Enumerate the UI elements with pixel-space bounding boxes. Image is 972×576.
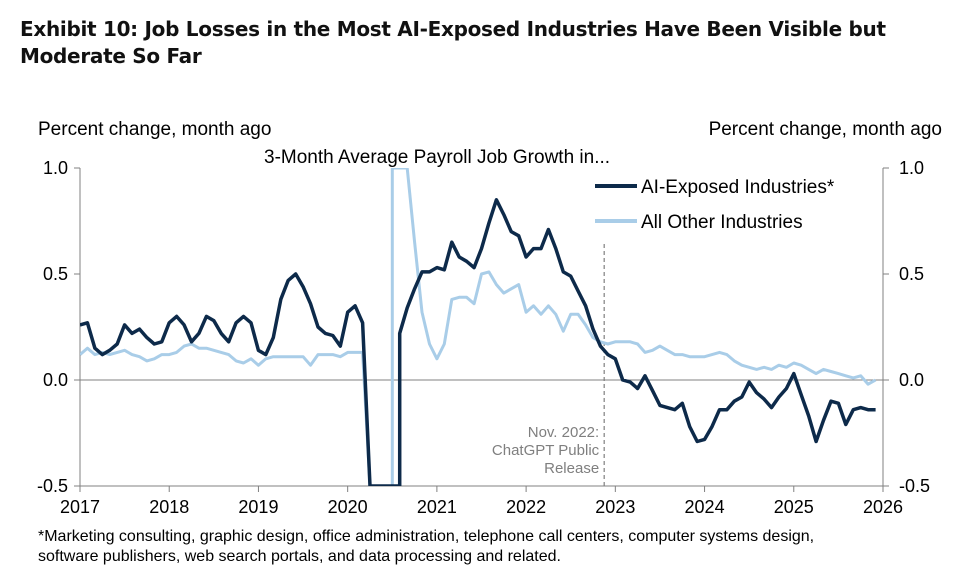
- legend-label-0: AI-Exposed Industries*: [641, 177, 835, 198]
- right-axis-label: Percent change, month ago: [708, 119, 942, 140]
- y-tick-label-right: -0.5: [899, 476, 930, 496]
- chatgpt-release-annotation: Nov. 2022:: [528, 424, 599, 441]
- chart-title: Exhibit 10: Job Losses in the Most AI-Ex…: [20, 17, 886, 68]
- x-tick-label: 2024: [685, 497, 725, 517]
- x-tick-label: 2023: [595, 497, 635, 517]
- y-tick-label-left: 0.0: [43, 370, 68, 390]
- x-tick-label: 2019: [238, 497, 278, 517]
- y-tick-label-left: -0.5: [37, 476, 68, 496]
- y-tick-label-right: 1.0: [899, 158, 924, 178]
- x-tick-label: 2022: [506, 497, 546, 517]
- x-tick-label: 2020: [328, 497, 368, 517]
- ai-exposed-series-line: [80, 198, 876, 486]
- x-tick-label: 2017: [60, 497, 100, 517]
- chatgpt-release-annotation: ChatGPT Public: [492, 442, 600, 459]
- x-tick-label: 2021: [417, 497, 457, 517]
- chatgpt-release-annotation: Release: [544, 460, 599, 477]
- y-tick-label-right: 0.5: [899, 264, 924, 284]
- x-tick-label: 2018: [149, 497, 189, 517]
- y-tick-label-left: 1.0: [43, 158, 68, 178]
- footnote-line-1: *Marketing consulting, graphic design, o…: [38, 528, 815, 545]
- y-tick-label-left: 0.5: [43, 264, 68, 284]
- left-axis-label: Percent change, month ago: [38, 119, 272, 140]
- all-other-series-line: [80, 168, 877, 486]
- legend-label-1: All Other Industries: [641, 212, 803, 233]
- chart-subtitle: 3-Month Average Payroll Job Growth in...: [264, 147, 611, 168]
- footnote-line-2: software publishers, web search portals,…: [38, 548, 561, 565]
- x-tick-label: 2026: [863, 497, 903, 517]
- x-tick-label: 2025: [774, 497, 814, 517]
- y-tick-label-right: 0.0: [899, 370, 924, 390]
- footnote: *Marketing consulting, graphic design, o…: [38, 527, 958, 567]
